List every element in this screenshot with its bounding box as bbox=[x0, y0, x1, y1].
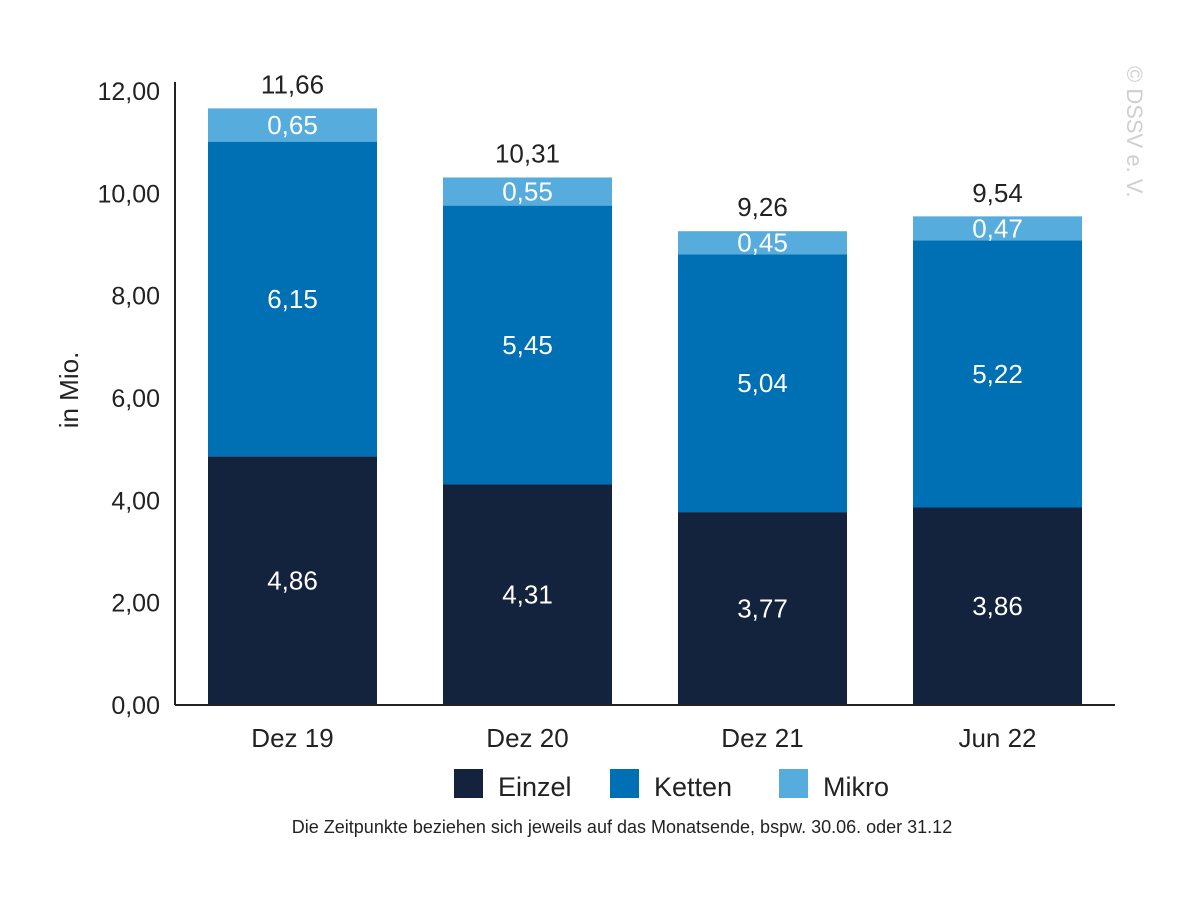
value-label-mikro-2: 0,55 bbox=[502, 177, 553, 207]
x-axis-labels: Dez 19 Dez 20 Dez 21 Jun 22 bbox=[251, 723, 1036, 753]
total-label-1: 11,66 bbox=[261, 69, 324, 99]
legend-swatch-einzel bbox=[454, 769, 483, 798]
copyright-watermark: © DSSV e. V. bbox=[1122, 66, 1147, 198]
total-label-4: 9,54 bbox=[972, 178, 1023, 208]
value-label-mikro-4: 0,47 bbox=[972, 213, 1023, 243]
y-tick-label-4: 8,00 bbox=[111, 283, 160, 311]
y-axis-label: in Mio. bbox=[54, 352, 84, 429]
value-label-einzel-1: 4,86 bbox=[267, 566, 318, 596]
total-labels-layer: 11,66 10,31 9,26 9,54 bbox=[261, 69, 1023, 222]
bar-segment-ketten-3 bbox=[678, 254, 847, 513]
total-label-3: 9,26 bbox=[737, 192, 788, 222]
bars-layer bbox=[208, 108, 1082, 705]
y-tick-label-5: 10,00 bbox=[97, 180, 160, 208]
value-label-einzel-3: 3,77 bbox=[737, 594, 788, 624]
bar-segment-mikro-4 bbox=[913, 216, 1082, 241]
x-tick-label-1: Dez 19 bbox=[251, 723, 333, 753]
legend-swatch-ketten bbox=[610, 769, 639, 798]
legend: Einzel Ketten Mikro bbox=[454, 769, 889, 802]
x-tick-label-4: Jun 22 bbox=[958, 723, 1036, 753]
value-label-ketten-2: 5,45 bbox=[502, 330, 553, 360]
legend-label-einzel: Einzel bbox=[498, 772, 572, 802]
legend-label-mikro: Mikro bbox=[823, 772, 889, 802]
bar-segment-einzel-4 bbox=[913, 507, 1082, 705]
y-tick-label-3: 6,00 bbox=[111, 385, 160, 413]
legend-label-ketten: Ketten bbox=[654, 772, 732, 802]
segment-labels-layer: 4,86 6,15 0,65 4,31 5,45 0,55 3,77 5,04 0,45 3,86… bbox=[267, 110, 1023, 624]
bar-segment-mikro-3 bbox=[678, 231, 847, 255]
y-tick-label-1: 2,00 bbox=[111, 590, 160, 618]
bar-segment-einzel-3 bbox=[678, 512, 847, 705]
y-tick-label-0: 0,00 bbox=[111, 692, 160, 720]
bar-segment-ketten-2 bbox=[443, 205, 612, 485]
bar-segment-ketten-4 bbox=[913, 240, 1082, 508]
y-tick-label-2: 4,00 bbox=[111, 487, 160, 515]
value-label-ketten-4: 5,22 bbox=[972, 359, 1023, 389]
value-label-ketten-1: 6,15 bbox=[267, 284, 318, 314]
bar-segment-mikro-1 bbox=[208, 108, 377, 142]
value-label-mikro-1: 0,65 bbox=[267, 110, 318, 140]
legend-swatch-mikro bbox=[779, 769, 808, 798]
value-label-mikro-3: 0,45 bbox=[737, 228, 788, 258]
bar-segment-ketten-1 bbox=[208, 141, 377, 457]
x-tick-label-2: Dez 20 bbox=[486, 723, 568, 753]
total-label-2: 10,31 bbox=[495, 138, 560, 168]
value-label-einzel-2: 4,31 bbox=[502, 580, 553, 610]
value-label-einzel-4: 3,86 bbox=[972, 591, 1023, 621]
bar-segment-einzel-2 bbox=[443, 484, 612, 705]
y-tick-label-6: 12,00 bbox=[97, 78, 160, 106]
bar-segment-einzel-1 bbox=[208, 456, 377, 705]
x-tick-label-3: Dez 21 bbox=[721, 723, 803, 753]
value-label-ketten-3: 5,04 bbox=[737, 368, 788, 398]
y-axis-ticks: 0,00 2,00 4,00 6,00 8,00 10,00 12,00 bbox=[97, 78, 160, 720]
bar-segment-mikro-2 bbox=[443, 177, 612, 206]
footnote: Die Zeitpunkte beziehen sich jeweils auf… bbox=[292, 817, 952, 837]
